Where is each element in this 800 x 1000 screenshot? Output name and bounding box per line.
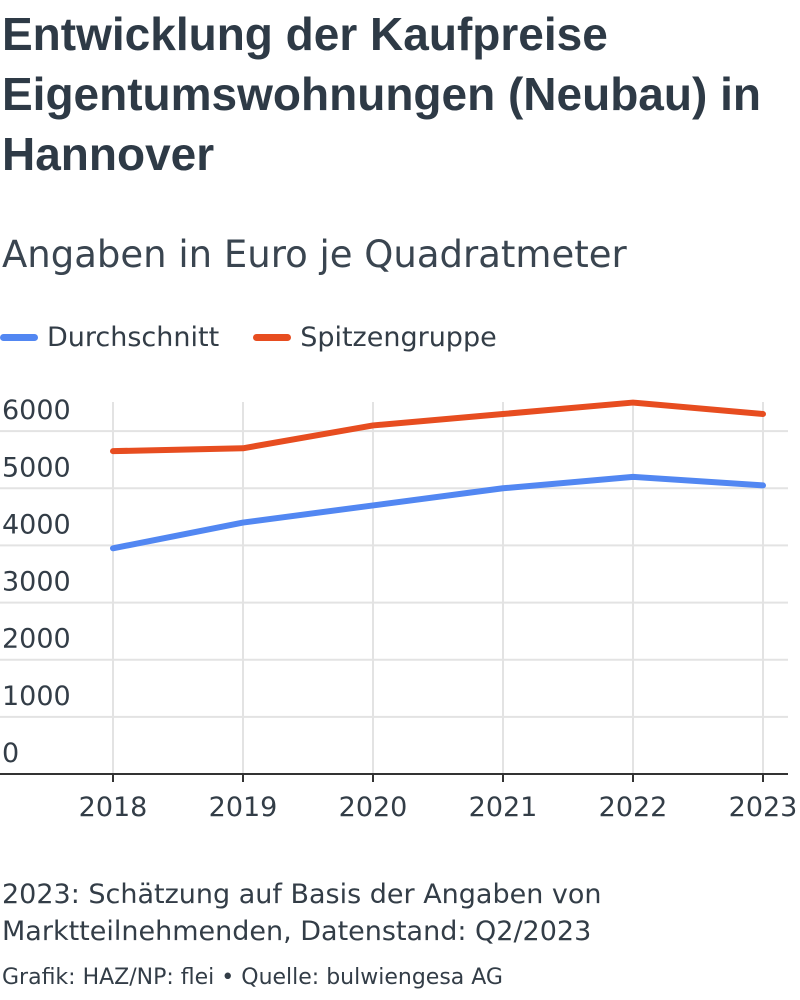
x-tick-label: 2021 bbox=[469, 792, 538, 823]
chart-subtitle: Angaben in Euro je Quadratmeter bbox=[2, 233, 627, 276]
legend-item-durchschnitt: Durchschnitt bbox=[0, 322, 219, 353]
y-tick-label: 1000 bbox=[2, 681, 71, 712]
legend-label: Spitzengruppe bbox=[300, 321, 497, 353]
legend-swatch bbox=[0, 333, 38, 341]
y-tick-label: 0 bbox=[2, 738, 19, 769]
y-tick-label: 3000 bbox=[2, 567, 71, 598]
x-tick-label: 2022 bbox=[599, 792, 668, 823]
y-tick-label: 2000 bbox=[2, 624, 71, 655]
y-tick-label: 6000 bbox=[2, 395, 71, 426]
legend-label: Durchschnitt bbox=[47, 321, 220, 353]
chart-legend: Durchschnitt Spitzengruppe bbox=[0, 318, 531, 356]
legend-swatch bbox=[253, 333, 292, 341]
series-line-durchschnitt bbox=[110, 473, 766, 552]
chart-title: Entwicklung der Kaufpreise Eigentumswohn… bbox=[2, 8, 761, 180]
y-tick-label: 5000 bbox=[2, 452, 71, 483]
legend-item-spitzengruppe: Spitzengruppe bbox=[253, 322, 497, 353]
x-tick-label: 2018 bbox=[79, 792, 148, 823]
x-tick-label: 2020 bbox=[339, 792, 408, 823]
x-tick-label: 2023 bbox=[729, 792, 798, 823]
series-line-spitzengruppe bbox=[110, 399, 766, 455]
source-credit: Grafik: HAZ/NP: flei • Quelle: bulwienge… bbox=[2, 965, 503, 990]
footnote: 2023: Schätzung auf Basis der Angaben vo… bbox=[2, 879, 602, 947]
line-chart: 0 1000 2000 3000 4000 5000 6000 2018 2019 2020 202… bbox=[0, 395, 798, 823]
y-tick-label: 4000 bbox=[2, 509, 71, 540]
x-tick-label: 2019 bbox=[209, 792, 278, 823]
